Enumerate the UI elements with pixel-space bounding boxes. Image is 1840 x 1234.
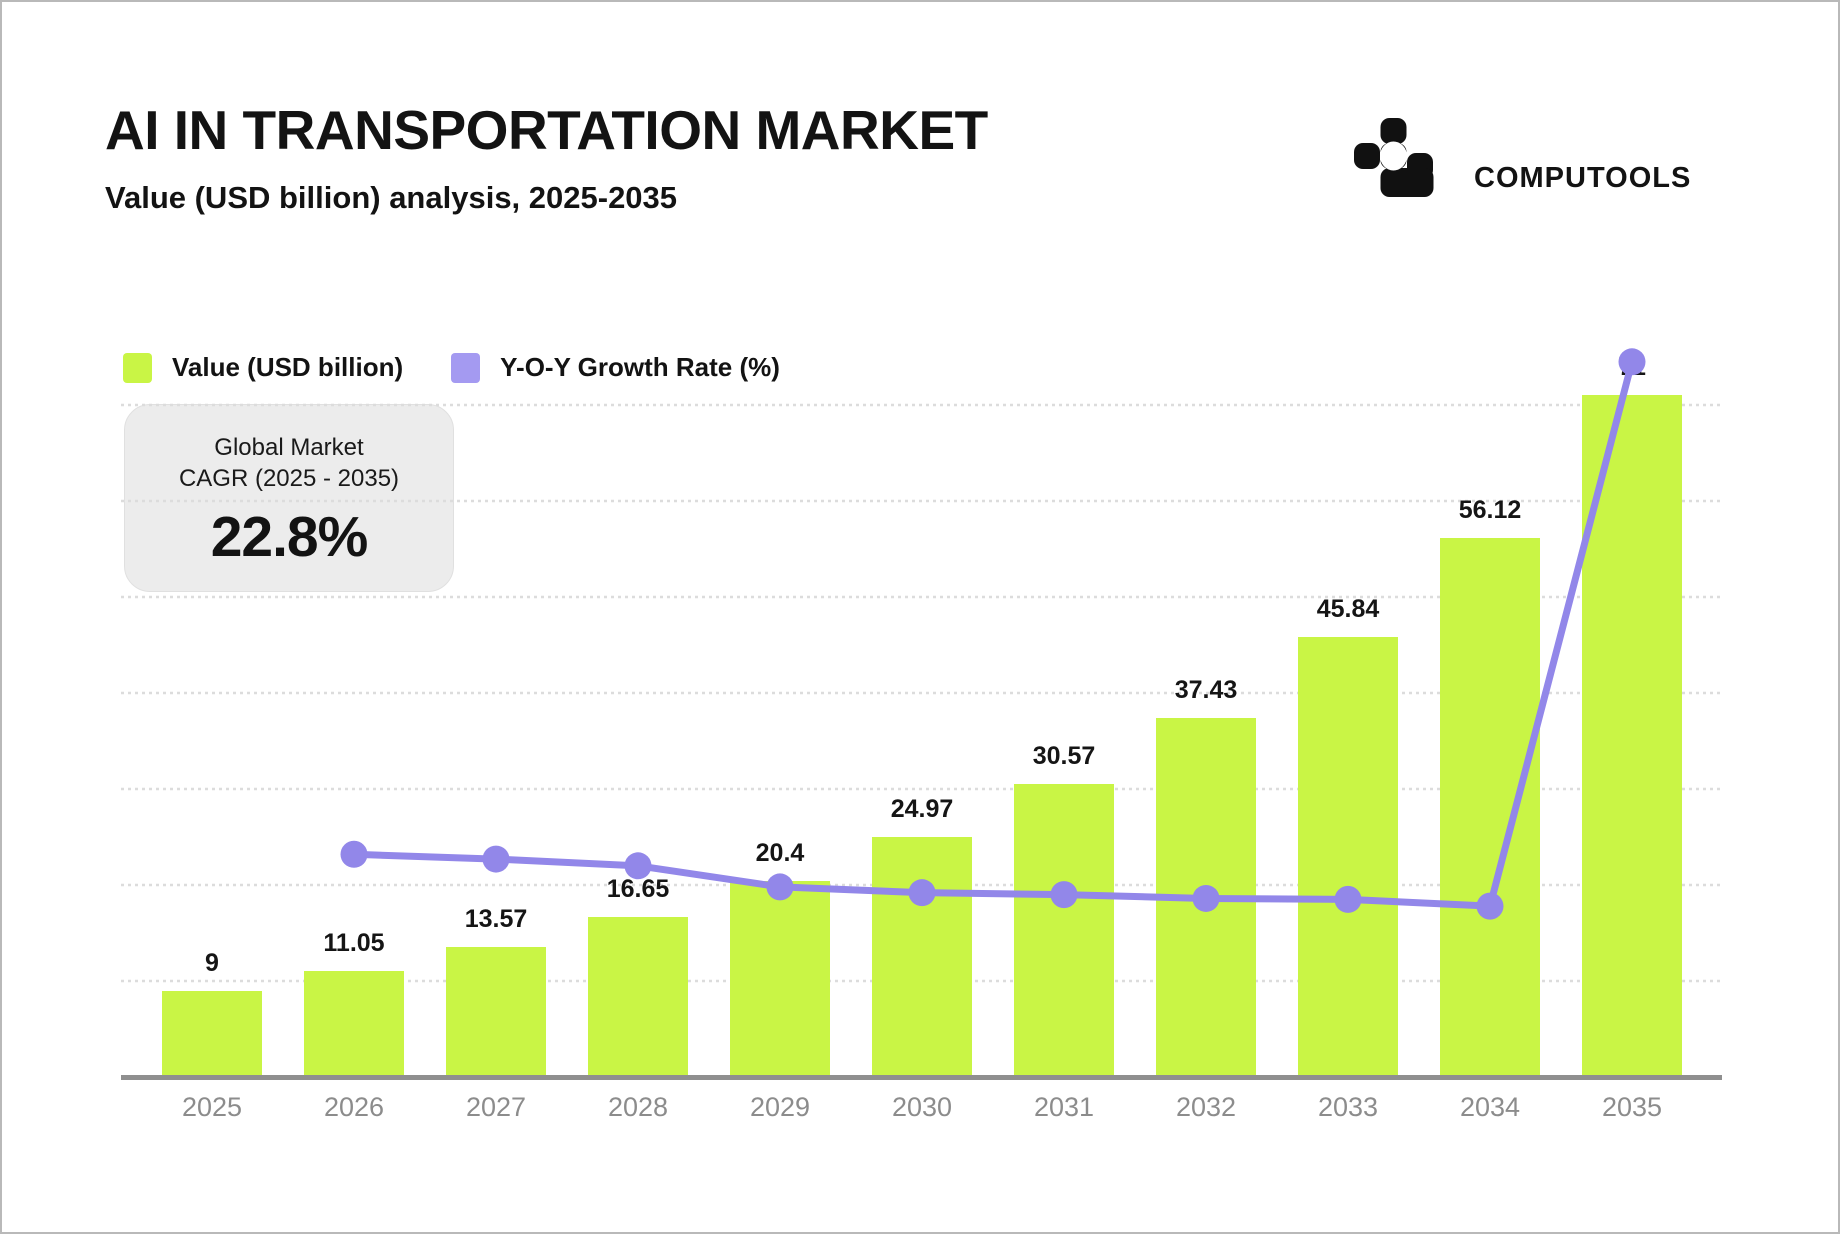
bar-2028 <box>588 917 688 1077</box>
legend-item-growth: Y-O-Y Growth Rate (%) <box>451 352 780 383</box>
bar-2031 <box>1014 783 1114 1077</box>
bar-2035 <box>1582 395 1682 1077</box>
x-axis-label-2034: 2034 <box>1459 1092 1521 1122</box>
bar-value-label-2029: 20.4 <box>755 839 805 868</box>
bar-value-label-2030: 24.97 <box>890 795 954 824</box>
legend-swatch-growth <box>451 352 481 383</box>
cagr-card-title-line2: CAGR (2025 - 2035) <box>178 465 400 492</box>
x-axis-label-2028: 2028 <box>607 1092 669 1122</box>
growth-point-2026 <box>340 840 368 868</box>
legend-item-value: Value (USD billion) <box>123 352 403 383</box>
bar-2032 <box>1156 717 1256 1077</box>
bar-value-label-2035: 71 <box>1618 353 1646 382</box>
cagr-card: Global Market CAGR (2025 - 2035) 22.8% <box>124 404 454 592</box>
bar-value-label-2033: 45.84 <box>1316 594 1380 623</box>
page-subtitle: Value (USD billion) analysis, 2025-2035 <box>105 180 678 215</box>
bar-value-label-2031: 30.57 <box>1032 741 1096 770</box>
bar-value-label-2034: 56.12 <box>1458 496 1522 525</box>
x-axis-label-2031: 2031 <box>1033 1092 1095 1122</box>
x-axis-label-2035: 2035 <box>1601 1092 1663 1122</box>
bar-2029 <box>730 881 830 1077</box>
x-axis-label-2033: 2033 <box>1317 1092 1379 1122</box>
x-axis-label-2027: 2027 <box>465 1092 527 1122</box>
x-axis-label-2029: 2029 <box>749 1092 811 1122</box>
bar-value-label-2027: 13.57 <box>464 904 528 933</box>
x-axis-label-2025: 2025 <box>181 1092 243 1122</box>
cagr-value: 22.8% <box>210 505 369 569</box>
bar-2025 <box>162 990 262 1077</box>
x-axis-label-2026: 2026 <box>323 1092 385 1122</box>
x-axis-label-2030: 2030 <box>891 1092 953 1122</box>
x-axis-label-2032: 2032 <box>1175 1092 1237 1122</box>
growth-point-2027 <box>482 845 510 873</box>
bar-2033 <box>1298 636 1398 1077</box>
brand-logo: COMPUTOOLS <box>1354 114 1734 204</box>
bar-2027 <box>446 946 546 1077</box>
legend-swatch-value <box>123 352 152 383</box>
page-title: AI IN TRANSPORTATION MARKET <box>105 99 988 161</box>
brand-name: COMPUTOOLS <box>1474 162 1692 194</box>
cagr-card-title-line1: Global Market <box>214 434 364 461</box>
x-axis-line <box>121 1075 1722 1080</box>
bar-2034 <box>1440 538 1540 1077</box>
bar-value-label-2032: 37.43 <box>1174 675 1238 704</box>
legend-label-value: Value (USD billion) <box>172 352 404 382</box>
bar-2026 <box>304 970 404 1077</box>
computools-logo-icon <box>1354 118 1434 197</box>
bar-value-label-2026: 11.05 <box>323 928 385 957</box>
chart-legend: Value (USD billion) Y-O-Y Growth Rate (%… <box>123 352 780 383</box>
bar-value-label-2028: 16.65 <box>606 875 670 904</box>
bar-2030 <box>872 837 972 1077</box>
legend-label-growth: Y-O-Y Growth Rate (%) <box>500 352 780 382</box>
bar-value-label-2025: 9 <box>205 948 219 977</box>
